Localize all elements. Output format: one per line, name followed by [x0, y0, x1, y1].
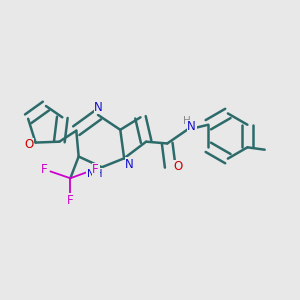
Text: N: N: [94, 101, 103, 114]
Text: F: F: [92, 164, 99, 176]
Text: O: O: [173, 160, 182, 173]
Text: N: N: [125, 158, 134, 171]
Text: N: N: [187, 120, 196, 133]
Text: F: F: [40, 164, 47, 176]
Text: F: F: [67, 194, 74, 207]
Text: NH: NH: [87, 169, 102, 179]
Text: O: O: [24, 138, 34, 152]
Text: H: H: [183, 116, 190, 126]
